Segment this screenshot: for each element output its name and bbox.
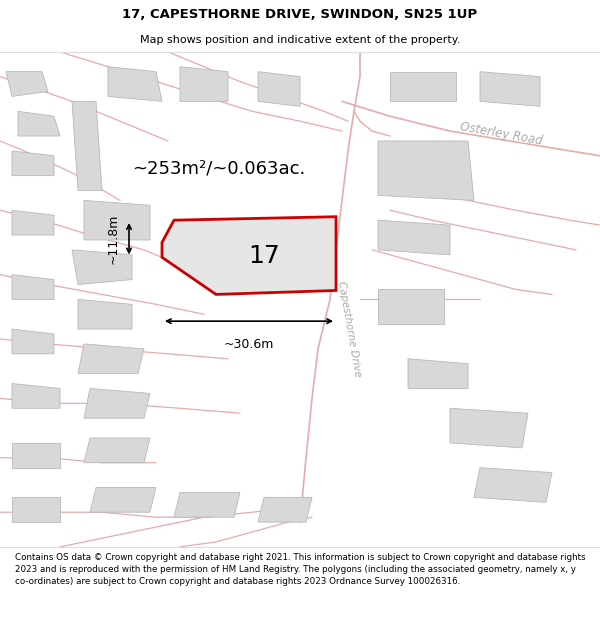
Polygon shape <box>378 289 444 324</box>
Polygon shape <box>408 359 468 389</box>
Polygon shape <box>390 72 456 101</box>
Polygon shape <box>480 72 540 106</box>
Polygon shape <box>258 498 312 522</box>
Polygon shape <box>12 498 60 522</box>
Polygon shape <box>18 111 60 136</box>
Text: 17: 17 <box>248 244 280 268</box>
Text: ~253m²/~0.063ac.: ~253m²/~0.063ac. <box>132 159 305 177</box>
Polygon shape <box>474 468 552 502</box>
Polygon shape <box>84 201 150 240</box>
Polygon shape <box>72 250 132 284</box>
Polygon shape <box>258 72 300 106</box>
Polygon shape <box>12 443 60 468</box>
Polygon shape <box>90 488 156 512</box>
Polygon shape <box>78 299 132 329</box>
Polygon shape <box>378 220 450 255</box>
Polygon shape <box>84 389 150 418</box>
Polygon shape <box>162 217 336 294</box>
Polygon shape <box>180 67 228 101</box>
Polygon shape <box>72 101 102 191</box>
Polygon shape <box>12 329 54 354</box>
Text: Osterley Road: Osterley Road <box>459 120 543 148</box>
Polygon shape <box>12 210 54 235</box>
Text: ~30.6m: ~30.6m <box>224 339 274 351</box>
Text: Capesthorne Drive: Capesthorne Drive <box>337 281 363 378</box>
Text: Map shows position and indicative extent of the property.: Map shows position and indicative extent… <box>140 36 460 46</box>
Polygon shape <box>12 384 60 408</box>
Polygon shape <box>174 492 240 517</box>
Text: 17, CAPESTHORNE DRIVE, SWINDON, SN25 1UP: 17, CAPESTHORNE DRIVE, SWINDON, SN25 1UP <box>122 8 478 21</box>
Polygon shape <box>12 274 54 299</box>
Text: Contains OS data © Crown copyright and database right 2021. This information is : Contains OS data © Crown copyright and d… <box>15 553 586 586</box>
Polygon shape <box>450 408 528 448</box>
Polygon shape <box>84 438 150 462</box>
Polygon shape <box>108 67 162 101</box>
Text: ~11.8m: ~11.8m <box>107 214 120 264</box>
Polygon shape <box>12 151 54 176</box>
Polygon shape <box>6 72 48 96</box>
Polygon shape <box>378 141 474 201</box>
Polygon shape <box>78 344 144 374</box>
